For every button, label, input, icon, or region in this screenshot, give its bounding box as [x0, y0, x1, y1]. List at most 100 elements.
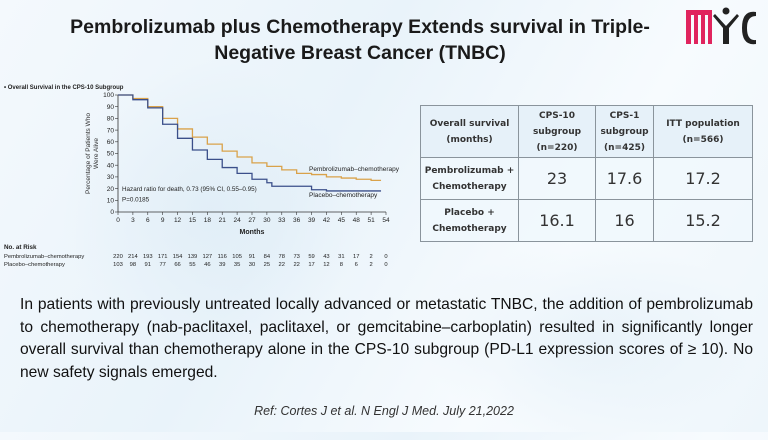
- risk-count: 17: [308, 262, 314, 268]
- header-cell: Overall survival (months): [420, 105, 519, 158]
- risk-count: 127: [202, 254, 212, 260]
- risk-count: 59: [308, 254, 314, 260]
- y-tick-label: 70: [107, 127, 115, 134]
- x-tick-label: 18: [204, 217, 212, 224]
- row-label: Placebo + Chemotherapy: [420, 199, 519, 242]
- risk-count: 214: [128, 254, 138, 260]
- reference-journal: N Engl J Med. July 21,2022: [361, 404, 514, 418]
- risk-count: 8: [340, 262, 343, 268]
- slide-title: Pembrolizumab plus Chemotherapy Extends …: [70, 16, 650, 64]
- x-tick-label: 42: [323, 217, 331, 224]
- km-survival-chart: • Overall Survival in the CPS-10 Subgrou…: [4, 85, 400, 268]
- risk-table-label: No. at Risk: [4, 244, 37, 251]
- risk-count: 6: [355, 262, 358, 268]
- y-tick-label: 20: [107, 186, 115, 193]
- risk-count: 103: [113, 262, 123, 268]
- x-tick-label: 9: [161, 217, 165, 224]
- x-tick-label: 27: [248, 217, 256, 224]
- x-tick-label: 36: [293, 217, 301, 224]
- x-tick-label: 0: [116, 217, 120, 224]
- hazard-ratio-annotation: Hazard ratio for death, 0.73 (95% CI, 0.…: [122, 186, 257, 193]
- risk-count: 78: [279, 254, 285, 260]
- background-decoration: [420, 240, 760, 440]
- risk-count: 77: [159, 262, 165, 268]
- table-row: Placebo + Chemotherapy 16.1 16 15.2: [420, 199, 753, 242]
- risk-count: 12: [323, 262, 329, 268]
- risk-row-name: Placebo–chemotherapy: [4, 262, 65, 268]
- risk-count: 220: [113, 254, 123, 260]
- series-label: Placebo–chemotherapy: [309, 192, 378, 199]
- y-tick-label: 40: [107, 162, 115, 169]
- risk-row-name: Pembrolizumab–chemotherapy: [4, 254, 84, 260]
- value-cell: 15.2: [653, 199, 753, 242]
- risk-count: 30: [249, 262, 255, 268]
- y-tick-label: 90: [107, 104, 115, 111]
- x-tick-label: 24: [233, 217, 241, 224]
- row-label: Pembrolizumab + Chemotherapy: [420, 157, 519, 200]
- summary-paragraph: In patients with previously untreated lo…: [20, 296, 753, 381]
- y-tick-label: 30: [107, 174, 115, 181]
- table-row: Pembrolizumab + Chemotherapy 23 17.6 17.…: [420, 157, 753, 200]
- x-tick-label: 54: [382, 217, 390, 224]
- risk-count: 0: [384, 254, 387, 260]
- x-tick-label: 51: [367, 217, 375, 224]
- risk-count: 2: [369, 262, 372, 268]
- x-tick-label: 33: [278, 217, 286, 224]
- mic-logo: [686, 7, 756, 45]
- series-label: Pembrolizumab–chemotherapy: [309, 166, 400, 173]
- table-header-row: Overall survival (months) CPS-10 subgrou…: [420, 105, 753, 158]
- risk-count: 116: [218, 254, 227, 260]
- x-tick-label: 15: [189, 217, 197, 224]
- risk-count: 35: [234, 262, 240, 268]
- value-cell: 17.6: [595, 157, 654, 200]
- risk-count: 154: [173, 254, 183, 260]
- risk-count: 66: [174, 262, 180, 268]
- risk-count: 98: [130, 262, 136, 268]
- x-tick-label: 48: [353, 217, 361, 224]
- y-tick-label: 60: [107, 139, 115, 146]
- x-tick-label: 39: [308, 217, 316, 224]
- y-tick-label: 10: [107, 198, 115, 205]
- risk-count: 39: [219, 262, 225, 268]
- risk-count: 91: [249, 254, 255, 260]
- risk-count: 25: [264, 262, 270, 268]
- reference-authors: Ref: Cortes J et al.: [254, 404, 362, 418]
- risk-count: 105: [232, 254, 242, 260]
- chart-title: • Overall Survival in the CPS-10 Subgrou…: [4, 85, 124, 91]
- x-tick-label: 12: [174, 217, 182, 224]
- risk-count: 0: [384, 262, 387, 268]
- value-cell: 17.2: [653, 157, 753, 200]
- y-tick-label: 50: [107, 151, 115, 158]
- y-tick-label: 0: [110, 209, 114, 216]
- background-decoration: [60, 60, 360, 360]
- y-tick-label: 100: [103, 92, 114, 99]
- risk-count: 31: [338, 254, 344, 260]
- overall-survival-table: Overall survival (months) CPS-10 subgrou…: [420, 105, 753, 242]
- value-cell: 16: [595, 199, 654, 242]
- risk-count: 17: [353, 254, 359, 260]
- x-tick-label: 45: [338, 217, 346, 224]
- x-tick-label: 3: [131, 217, 135, 224]
- reference: Ref: Cortes J et al. N Engl J Med. July …: [0, 404, 768, 418]
- risk-count: 139: [188, 254, 198, 260]
- risk-count: 43: [323, 254, 329, 260]
- header-cell: CPS-10 subgroup (n=220): [518, 105, 596, 158]
- value-cell: 16.1: [518, 199, 596, 242]
- risk-count: 46: [204, 262, 210, 268]
- header-cell: ITT population (n=566): [653, 105, 753, 158]
- risk-count: 73: [293, 254, 299, 260]
- x-tick-label: 30: [263, 217, 271, 224]
- x-axis-label: Months: [240, 229, 265, 236]
- header-cell: CPS-1 subgroup (n=425): [595, 105, 654, 158]
- risk-count: 55: [189, 262, 195, 268]
- risk-count: 91: [145, 262, 151, 268]
- risk-count: 22: [293, 262, 299, 268]
- x-tick-label: 21: [219, 217, 227, 224]
- risk-count: 171: [158, 254, 168, 260]
- p-value-annotation: P=0.0185: [122, 196, 150, 203]
- risk-count: 22: [279, 262, 285, 268]
- risk-count: 193: [143, 254, 153, 260]
- y-axis-label: Percentage of Patients WhoWere Alive: [85, 113, 100, 194]
- risk-count: 84: [264, 254, 271, 260]
- risk-count: 2: [369, 254, 372, 260]
